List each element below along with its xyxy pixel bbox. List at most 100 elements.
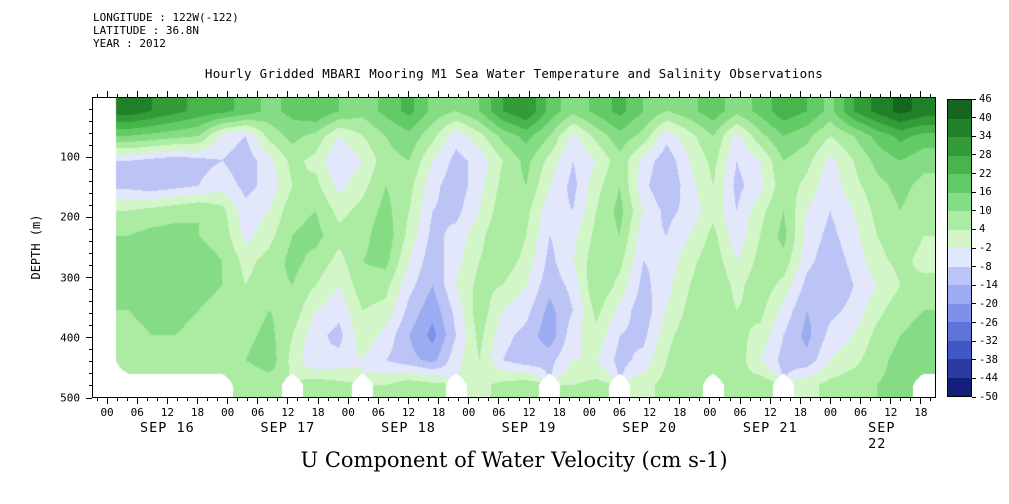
- x-minor-tick-top: [729, 94, 731, 97]
- y-axis: 100 200 300 400 500: [0, 97, 92, 405]
- x-hour-tick-label: 12: [522, 406, 536, 419]
- x-hour-tick-label: 00: [462, 406, 476, 419]
- x-major-tick: [498, 398, 500, 404]
- x-major-tick-top: [106, 91, 108, 97]
- colorbar-tick-label: 46: [979, 93, 992, 105]
- latitude-label: LATITUDE : 36.8N: [93, 24, 199, 37]
- x-minor-tick: [518, 398, 520, 401]
- x-minor-tick: [207, 398, 209, 401]
- x-minor-tick-top: [186, 94, 188, 97]
- x-minor-tick-top: [267, 94, 269, 97]
- x-minor-tick-top: [176, 94, 178, 97]
- x-major-tick-top: [498, 91, 500, 97]
- y-minor-tick: [89, 385, 92, 387]
- x-minor-tick: [759, 398, 761, 401]
- x-minor-tick: [428, 398, 430, 401]
- x-minor-tick: [297, 398, 299, 401]
- x-major-tick: [649, 398, 651, 404]
- x-minor-tick: [277, 398, 279, 401]
- x-minor-tick-top: [247, 94, 249, 97]
- x-minor-tick-top: [116, 94, 118, 97]
- x-major-tick: [860, 398, 862, 404]
- x-minor-tick: [779, 398, 781, 401]
- x-minor-tick-top: [930, 94, 932, 97]
- colorbar-band: [948, 322, 971, 341]
- colorbar-tick: [972, 173, 976, 174]
- x-minor-tick-top: [568, 94, 570, 97]
- x-minor-tick: [659, 398, 661, 401]
- x-major-tick-top: [197, 91, 198, 97]
- y-minor-tick: [89, 132, 92, 134]
- plot-title: Hourly Gridded MBARI Mooring M1 Sea Wate…: [204, 66, 824, 81]
- x-major-tick-top: [136, 91, 138, 97]
- y-minor-tick: [89, 361, 92, 363]
- y-minor-tick: [89, 349, 92, 351]
- x-hour-tick-label: 18: [190, 406, 205, 419]
- x-major-tick: [166, 398, 168, 404]
- x-major-tick: [709, 398, 711, 404]
- x-major-tick-top: [860, 91, 862, 97]
- x-minor-tick: [880, 398, 882, 401]
- x-minor-tick-top: [880, 94, 882, 97]
- x-hour-tick-label: 12: [160, 406, 174, 419]
- x-minor-tick: [217, 398, 219, 401]
- y-tick-label: 100: [60, 150, 80, 164]
- y-tick-label: 300: [60, 271, 80, 285]
- x-minor-tick: [488, 398, 490, 401]
- x-hour-tick-label: 00: [221, 406, 235, 419]
- x-major-tick-top: [558, 91, 560, 97]
- x-major-tick-top: [408, 91, 409, 97]
- x-major-tick-top: [830, 91, 831, 97]
- colorbar-tick-label: -8: [979, 260, 992, 273]
- x-hour-tick-label: 00: [582, 406, 596, 419]
- year-label: YEAR : 2012: [93, 37, 166, 50]
- x-minor-tick: [749, 398, 751, 401]
- x-major-tick: [588, 398, 590, 404]
- x-major-tick-top: [709, 91, 711, 97]
- x-major-tick-top: [649, 91, 651, 97]
- y-tick-label: 400: [60, 331, 80, 345]
- x-major-tick: [136, 398, 138, 404]
- x-major-tick-top: [679, 91, 681, 97]
- x-minor-tick: [548, 398, 550, 401]
- x-major-tick: [528, 398, 530, 404]
- x-hour-tick-label: 12: [401, 406, 416, 419]
- x-minor-tick: [719, 398, 721, 401]
- x-axis-day-labels: SEP 16 SEP 17 SEP 18 SEP 19 SEP 20 SEP 21 SEP …: [92, 420, 936, 452]
- x-minor-tick-top: [598, 94, 600, 97]
- day-label: SEP 22: [868, 420, 896, 452]
- x-minor-tick-top: [146, 94, 148, 97]
- x-minor-tick: [568, 398, 570, 401]
- colorbar-band: [948, 192, 971, 211]
- x-minor-tick-top: [448, 94, 450, 97]
- x-minor-tick: [387, 398, 389, 401]
- x-minor-tick-top: [840, 94, 842, 97]
- x-major-tick-top: [619, 91, 620, 97]
- x-minor-tick: [930, 398, 932, 401]
- colorbar-tick-label: 10: [979, 204, 992, 217]
- x-minor-tick: [538, 398, 540, 401]
- colorbar-tick-label: 28: [979, 148, 992, 161]
- x-minor-tick: [809, 398, 811, 401]
- colorbar-band: [948, 359, 971, 378]
- heatmap-canvas: [93, 98, 935, 397]
- x-major-tick-top: [739, 91, 741, 97]
- x-minor-tick-top: [217, 94, 219, 97]
- y-minor-tick: [89, 325, 92, 327]
- y-major-tick: [86, 216, 92, 218]
- y-minor-tick: [89, 253, 92, 255]
- x-minor-tick: [870, 398, 872, 401]
- x-minor-tick: [508, 398, 510, 401]
- x-minor-tick: [418, 398, 420, 401]
- x-minor-tick: [237, 398, 239, 401]
- x-minor-tick: [699, 398, 701, 401]
- x-major-tick: [739, 398, 741, 404]
- x-major-tick: [679, 398, 681, 404]
- x-major-tick-top: [438, 91, 440, 97]
- day-label: SEP 18: [381, 420, 436, 436]
- x-minor-tick: [307, 398, 309, 401]
- y-tick-label: 500: [60, 391, 80, 405]
- colorbar: [947, 99, 972, 397]
- colorbar-band: [948, 118, 971, 137]
